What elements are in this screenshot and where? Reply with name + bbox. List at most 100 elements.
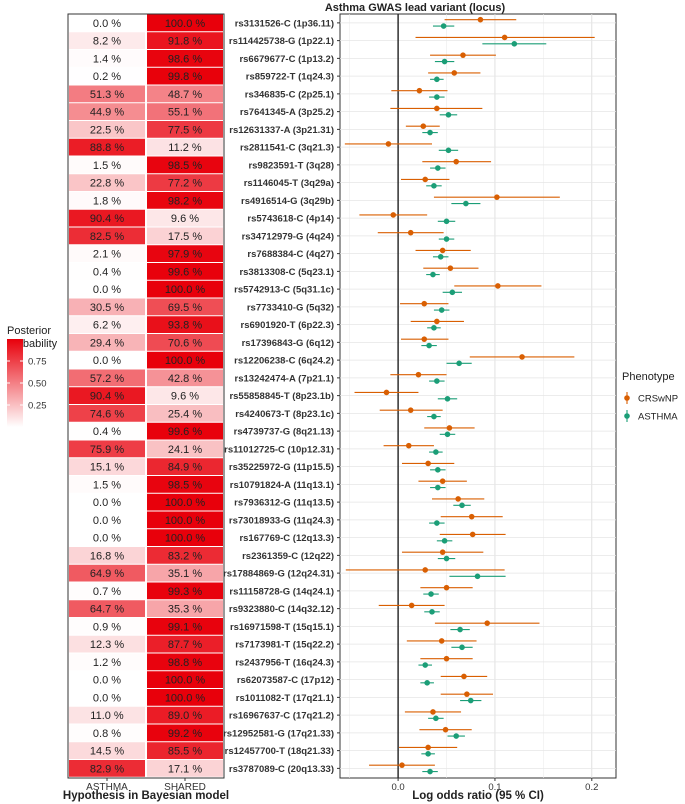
heatmap-cell-asthma <box>69 351 145 369</box>
heatmap-cell-shared <box>147 440 223 458</box>
estimate-point-crswnp <box>407 229 414 236</box>
heatmap-cell-label-shared: 55.1 % <box>168 107 202 119</box>
heatmap-cell-shared <box>147 85 223 103</box>
variant-label: rs35225972-G (11p15.5) <box>229 462 334 473</box>
heatmap-cell-label-asthma: 90.4 % <box>90 213 124 225</box>
estimate-point-asthma <box>424 680 430 686</box>
estimate-point-asthma <box>434 520 440 526</box>
heatmap-cell-asthma <box>69 529 145 546</box>
heatmap-cell-asthma <box>69 245 145 262</box>
heatmap-cell-label-asthma: 82.5 % <box>90 231 124 243</box>
heatmap-cell-asthma <box>69 582 145 600</box>
forest-x-axis: 0.0 0.1 0.2 <box>391 778 598 793</box>
variant-label: rs2361359-C (12q22) <box>242 551 334 562</box>
heatmap-cell-label-shared: 98.5 % <box>168 479 202 491</box>
variant-label: rs13242474-A (7p21.1) <box>235 373 334 384</box>
heatmap-cell-shared <box>147 582 223 600</box>
estimate-point-crswnp <box>383 389 390 396</box>
estimate-point-asthma <box>457 626 463 633</box>
heatmap-cell-asthma <box>69 50 145 67</box>
estimate-point-asthma <box>440 23 447 29</box>
heatmap-cell-asthma <box>69 121 145 138</box>
heatmap-cell-asthma <box>69 32 145 49</box>
estimate-point-crswnp <box>451 70 458 76</box>
heatmap-cell-asthma <box>69 209 145 227</box>
legend-tick-label: 0.25 <box>28 401 47 412</box>
heatmap-cell-label-asthma: 57.2 % <box>90 373 124 385</box>
heatmap-cell-asthma <box>69 511 145 529</box>
heatmap-cell-label-asthma: 0.4 % <box>93 426 121 438</box>
heatmap-cell-label-asthma: 1.5 % <box>93 160 121 172</box>
variant-label: rs5743618-C (4p14) <box>247 214 334 225</box>
heatmap-cell-shared <box>147 671 223 688</box>
heatmap-cell-label-shared: 35.3 % <box>168 604 202 616</box>
variant-label: rs12457700-T (18q21.33) <box>225 746 334 757</box>
heatmap-cell-shared <box>147 742 223 759</box>
heatmap-cell-asthma <box>69 600 145 617</box>
heatmap-cell-label-shared: 100.0 % <box>165 18 206 30</box>
estimate-point-crswnp <box>443 584 450 591</box>
heatmap-cell-label-asthma: 2.1 % <box>93 249 121 261</box>
heatmap-cell-label-shared: 42.8 % <box>168 373 202 385</box>
variant-label: rs167769-C (12q13.3) <box>239 533 334 544</box>
heatmap-cell-label-shared: 100.0 % <box>165 533 206 545</box>
heatmap-cell-label-shared: 85.5 % <box>168 746 202 758</box>
estimate-point-crswnp <box>501 34 508 41</box>
heatmap-cell-label-asthma: 44.9 % <box>90 107 124 119</box>
posterior-probability-legend: Posterior probability 0.750.500.25 <box>7 325 58 427</box>
phenotype-legend-title: Phenotype <box>622 371 675 383</box>
forest-x-tick-label: 0.1 <box>488 782 501 793</box>
estimate-point-crswnp <box>407 407 414 413</box>
heatmap-cells: 0.0 % 100.0 % 8.2 % 91.8 % 1.4 % 98.6 % 0.2 % 9… <box>69 14 223 777</box>
heatmap-cell-label-shared: 87.7 % <box>168 639 202 651</box>
estimate-point-asthma <box>434 94 440 100</box>
heatmap-cell-label-shared: 89.0 % <box>168 710 202 722</box>
estimate-point-asthma <box>456 360 462 367</box>
estimate-point-crswnp <box>385 141 392 147</box>
variant-label: rs7688384-C (4q27) <box>247 249 334 260</box>
estimate-point-crswnp <box>464 691 470 697</box>
legend-color-ramp <box>7 339 23 427</box>
variant-label: rs9823591-T (3q28) <box>248 160 334 171</box>
legend-tick-label: 0.75 <box>28 357 47 368</box>
heatmap-cell-shared <box>147 121 223 138</box>
heatmap-cell-label-asthma: 29.4 % <box>90 337 124 349</box>
heatmap-cell-label-shared: 99.6 % <box>168 426 202 438</box>
heatmap-cell-shared <box>147 67 223 85</box>
variant-label: rs5742913-C (5q31.1c) <box>234 285 334 296</box>
heatmap-cell-asthma <box>69 369 145 387</box>
heatmap-cell-label-asthma: 0.0 % <box>93 533 121 545</box>
estimate-point-asthma <box>459 644 465 651</box>
estimate-point-asthma <box>444 396 451 402</box>
heatmap-cell-label-asthma: 0.2 % <box>93 71 121 83</box>
variant-label: rs6679677-C (1p13.2) <box>239 54 334 65</box>
heatmap-cell-shared <box>147 547 223 564</box>
estimate-point-crswnp <box>408 602 415 609</box>
heatmap-cell-shared <box>147 387 223 404</box>
heatmap-cell-asthma <box>69 138 145 156</box>
heatmap-cell-shared <box>147 458 223 475</box>
heatmap-cell-asthma <box>69 635 145 653</box>
variant-label: rs4739737-G (8q21.13) <box>234 427 334 438</box>
heatmap-cell-shared <box>147 50 223 67</box>
heatmap-cell-asthma <box>69 564 145 582</box>
variant-label: rs62073587-C (17p12) <box>237 675 334 686</box>
heatmap-cell-shared <box>147 405 223 422</box>
heatmap-cell-shared <box>147 192 223 209</box>
estimate-point-asthma <box>431 183 437 189</box>
estimate-point-crswnp <box>405 442 412 449</box>
estimate-point-asthma <box>438 307 445 313</box>
variant-label: rs3813308-C (5q23.1) <box>239 267 334 278</box>
variant-label: rs17884869-G (12q24.31) <box>223 569 334 580</box>
estimate-point-asthma <box>428 591 434 597</box>
estimate-point-asthma <box>434 378 440 384</box>
heatmap-cell-shared <box>147 209 223 227</box>
variant-label: rs16967637-C (17q21.2) <box>229 711 334 722</box>
variant-label: rs34712979-G (4q24) <box>242 231 334 242</box>
heatmap-cell-shared <box>147 760 223 777</box>
heatmap-cell-label-shared: 11.2 % <box>168 142 202 154</box>
estimate-point-asthma <box>437 254 444 260</box>
heatmap-cell-asthma <box>69 440 145 458</box>
heatmap-cell-label-asthma: 0.8 % <box>93 728 121 740</box>
estimate-point-asthma <box>425 751 431 757</box>
